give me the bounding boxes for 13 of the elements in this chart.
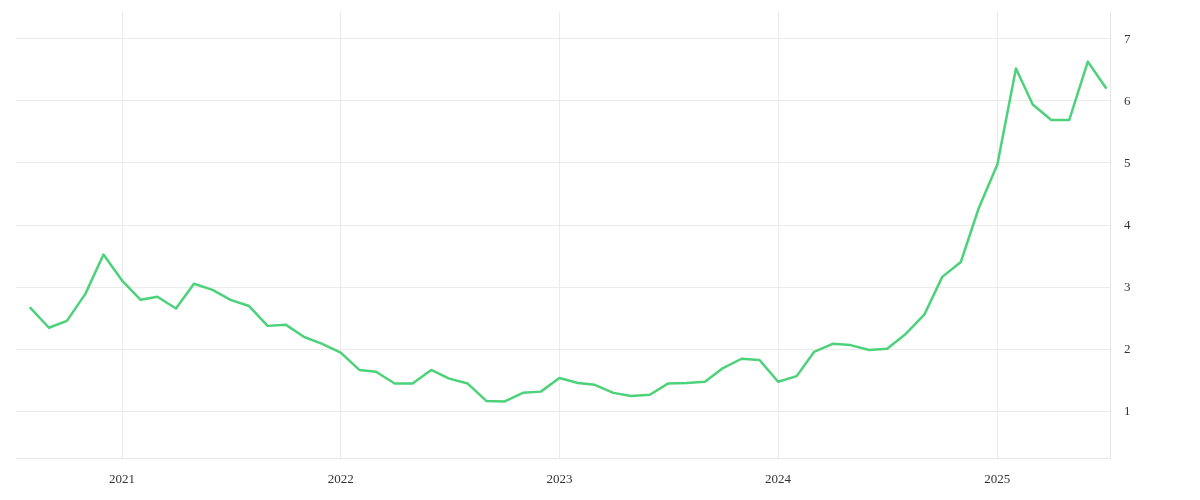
x-tick-label: 2024 bbox=[765, 471, 792, 486]
x-tick-label: 2021 bbox=[109, 471, 136, 486]
y-tick-label: 4 bbox=[1124, 217, 1131, 233]
x-tick-label: 2023 bbox=[546, 471, 573, 486]
y-tick-label: 2 bbox=[1124, 341, 1131, 357]
x-tick-label: 2025 bbox=[984, 471, 1011, 486]
y-tick-label: 6 bbox=[1124, 93, 1131, 109]
y-tick-label: 7 bbox=[1124, 31, 1131, 47]
line-series bbox=[29, 60, 1108, 403]
y-tick-label: 3 bbox=[1124, 279, 1131, 295]
x-tick-label: 2022 bbox=[327, 471, 354, 486]
y-tick-label: 1 bbox=[1124, 403, 1131, 419]
y-tick-label: 5 bbox=[1124, 155, 1131, 171]
